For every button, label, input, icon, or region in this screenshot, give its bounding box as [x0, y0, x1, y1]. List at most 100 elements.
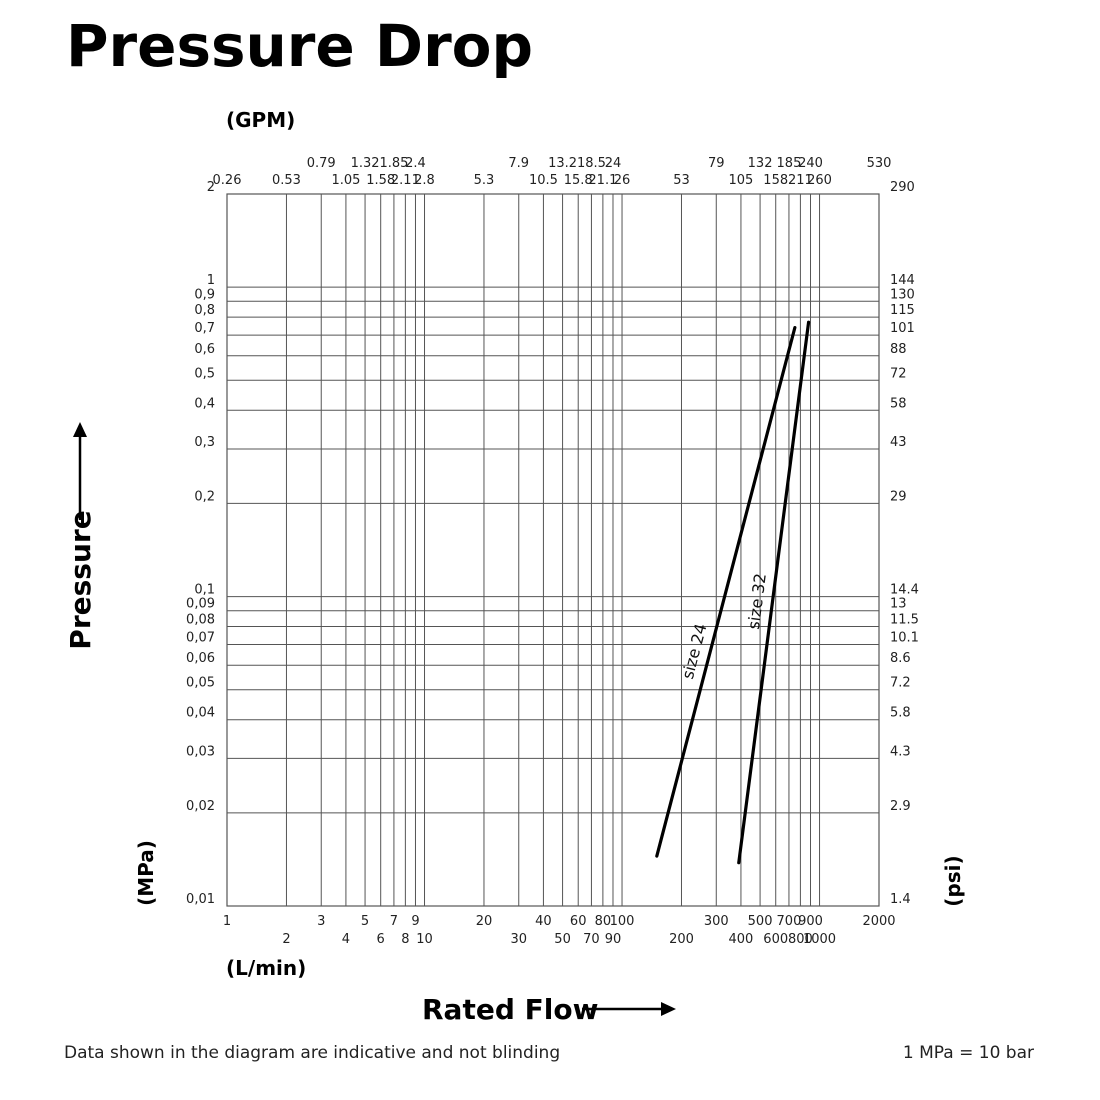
psi-unit-label: (psi): [941, 855, 965, 906]
y-tick-label: 0,09: [186, 597, 215, 612]
x-tick-label: 200: [669, 932, 694, 947]
x-tick-label: 3: [317, 914, 325, 929]
x-tick-label: 9: [411, 914, 419, 929]
x-tick-label: 800: [788, 932, 813, 947]
x-tick-label: 100: [610, 914, 635, 929]
mpa-unit-label: (MPa): [134, 840, 158, 906]
y-tick-label: 1: [207, 273, 215, 288]
psi-tick-label: 13: [890, 597, 907, 612]
y-tick-label: 0,08: [186, 613, 215, 628]
x-tick-label: 700: [777, 914, 802, 929]
x-tick-label: 50: [554, 932, 571, 947]
y-tick-label: 2: [207, 180, 215, 195]
gpm-unit-label: (GPM): [226, 108, 295, 132]
series-label: size 32: [744, 572, 770, 630]
y-tick-label: 0,7: [194, 321, 215, 336]
psi-tick-label: 5.8: [890, 706, 911, 721]
gpm-tick-label: 132: [748, 156, 773, 171]
psi-tick-label: 1.4: [890, 892, 911, 907]
y-tick-label: 0,2: [194, 489, 215, 504]
psi-tick-label: 8.6: [890, 651, 911, 666]
psi-tick-label: 144: [890, 273, 915, 288]
x-tick-label: 600: [763, 932, 788, 947]
x-tick-label: 8: [401, 932, 409, 947]
gpm-tick-label: 1.32: [351, 156, 380, 171]
series-line: [655, 326, 797, 858]
footer-conversion: 1 MPa = 10 bar: [903, 1043, 1034, 1063]
gpm-tick-label: 211: [788, 173, 813, 188]
gpm-tick-label: 0.79: [307, 156, 336, 171]
psi-tick-label: 101: [890, 321, 915, 336]
x-tick-label: 2000: [862, 914, 895, 929]
x-tick-label: 500: [748, 914, 773, 929]
psi-tick-label: 88: [890, 342, 907, 357]
gpm-tick-label: 53: [673, 173, 690, 188]
y-tick-label: 0,1: [194, 583, 215, 598]
x-tick-label: 90: [605, 932, 622, 947]
y-tick-label: 0,07: [186, 631, 215, 646]
x-tick-label: 10: [416, 932, 433, 947]
gpm-tick-label: 1.05: [331, 173, 360, 188]
plot-frame: [226, 193, 880, 907]
psi-tick-label: 7.2: [890, 676, 911, 691]
y-axis-arrow-head: [73, 422, 87, 437]
x-tick-label: 1000: [803, 932, 836, 947]
psi-tick-label: 29: [890, 489, 907, 504]
x-tick-label: 60: [570, 914, 587, 929]
x-tick-label: 30: [510, 932, 527, 947]
y-tick-label: 0,04: [186, 706, 215, 721]
lmin-unit-label: (L/min): [226, 956, 306, 980]
x-axis-title: Rated Flow: [422, 993, 598, 1026]
gpm-tick-label: 21.1: [588, 173, 617, 188]
gpm-tick-label: 79: [708, 156, 725, 171]
x-tick-label: 6: [377, 932, 385, 947]
gpm-tick-label: 2.4: [405, 156, 426, 171]
gpm-tick-label: 10.5: [529, 173, 558, 188]
x-tick-label: 300: [704, 914, 729, 929]
y-tick-labels: 0,01 0,02 0,03 0,04 0,05 0,06 0,07 0,080,090,1 0…: [186, 180, 215, 907]
y-tick-label: 0,01: [186, 892, 215, 907]
y-tick-label: 0,5: [194, 366, 215, 381]
gpm-tick-label: 530: [867, 156, 892, 171]
gpm-tick-label: 7.9: [508, 156, 529, 171]
gpm-tick-label: 15.8: [564, 173, 593, 188]
y-tick-label: 0,6: [194, 342, 215, 357]
gpm-tick-label: 185: [777, 156, 802, 171]
y-tick-label: 0,05: [186, 676, 215, 691]
x-axis-title-group: Rated Flow: [422, 993, 676, 1026]
x-tick-label: 4: [342, 932, 350, 947]
gpm-tick-label: 260: [807, 173, 832, 188]
psi-tick-label: 58: [890, 396, 907, 411]
y-tick-label: 0,06: [186, 651, 215, 666]
y-tick-label: 0,9: [194, 287, 215, 302]
x-tick-label: 20: [476, 914, 493, 929]
gpm-tick-label: 105: [729, 173, 754, 188]
gpm-tick-label: 26: [614, 173, 631, 188]
gpm-tick-label: 1.58: [366, 173, 395, 188]
x-tick-label: 2: [282, 932, 290, 947]
gpm-tick-label: 240: [798, 156, 823, 171]
y-tick-label: 0,3: [194, 435, 215, 450]
gpm-tick-label: 18.5: [577, 156, 606, 171]
chart-title: Pressure Drop: [66, 12, 533, 80]
footer-note: Data shown in the diagram are indicative…: [64, 1043, 560, 1063]
psi-tick-label: 11.5: [890, 613, 919, 628]
y-tick-label: 0,03: [186, 744, 215, 759]
psi-tick-label: 72: [890, 366, 907, 381]
gpm-tick-label: 13.2: [548, 156, 577, 171]
gpm-tick-label: 5.3: [474, 173, 495, 188]
psi-tick-label: 4.3: [890, 744, 911, 759]
x-tick-label: 5: [361, 914, 369, 929]
psi-tick-label: 130: [890, 287, 915, 302]
x-tick-label: 70: [583, 932, 600, 947]
psi-tick-label: 43: [890, 435, 907, 450]
x-axis-arrow-head: [661, 1002, 676, 1016]
psi-tick-label: 2.9: [890, 799, 911, 814]
y-tick-label: 0,4: [194, 396, 215, 411]
x-tick-label: 900: [798, 914, 823, 929]
psi-tick-label: 10.1: [890, 631, 919, 646]
psi-tick-label: 115: [890, 303, 915, 318]
